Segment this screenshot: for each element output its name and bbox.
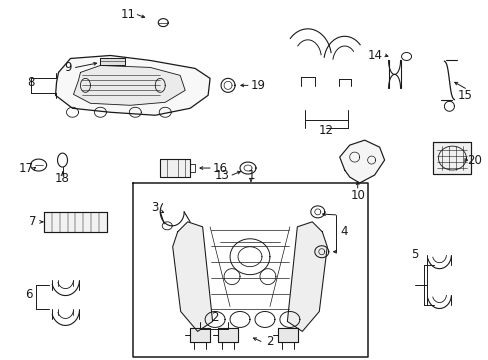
Text: 3: 3 xyxy=(151,201,159,215)
Polygon shape xyxy=(100,58,125,66)
Text: 8: 8 xyxy=(27,76,34,89)
Text: 19: 19 xyxy=(250,79,265,92)
Text: 20: 20 xyxy=(466,154,481,167)
Text: 4: 4 xyxy=(339,225,347,238)
Polygon shape xyxy=(432,142,470,174)
Polygon shape xyxy=(56,55,210,115)
Text: 2: 2 xyxy=(265,335,273,348)
Text: 14: 14 xyxy=(367,49,382,62)
Polygon shape xyxy=(190,328,210,342)
Text: 13: 13 xyxy=(214,168,229,181)
Text: 12: 12 xyxy=(318,124,333,137)
Polygon shape xyxy=(73,66,185,105)
Polygon shape xyxy=(43,212,107,232)
Polygon shape xyxy=(218,328,238,342)
Polygon shape xyxy=(172,222,212,332)
Polygon shape xyxy=(277,328,297,342)
Text: 9: 9 xyxy=(63,61,71,74)
Text: 1: 1 xyxy=(247,168,254,181)
Text: 17: 17 xyxy=(19,162,34,175)
Text: 11: 11 xyxy=(121,8,136,21)
Text: 16: 16 xyxy=(212,162,227,175)
Polygon shape xyxy=(287,222,326,332)
Text: 2: 2 xyxy=(211,311,219,324)
Text: 15: 15 xyxy=(457,89,472,102)
Text: 18: 18 xyxy=(55,171,70,185)
Polygon shape xyxy=(160,159,190,177)
Text: 6: 6 xyxy=(25,288,32,301)
Polygon shape xyxy=(339,140,384,183)
Text: 7: 7 xyxy=(29,215,36,228)
Text: 5: 5 xyxy=(410,248,417,261)
Text: 10: 10 xyxy=(349,189,365,202)
